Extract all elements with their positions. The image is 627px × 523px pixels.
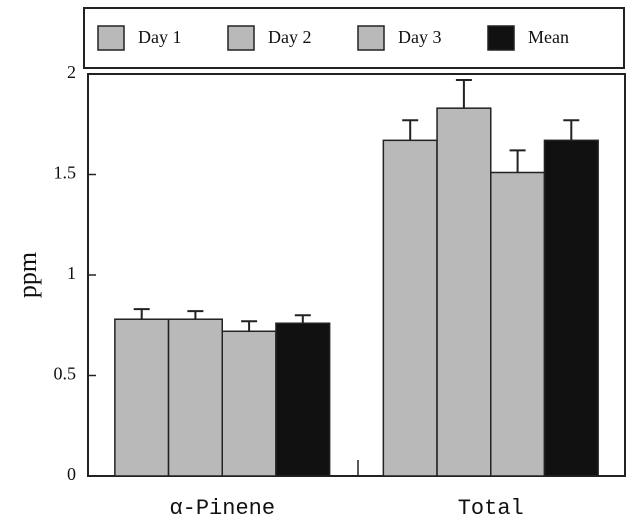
bar bbox=[382, 139, 438, 477]
error-bar bbox=[241, 320, 258, 332]
legend-swatch bbox=[97, 25, 125, 51]
legend-swatch bbox=[227, 25, 255, 51]
legend-swatch bbox=[487, 25, 515, 51]
legend-label: Day 2 bbox=[268, 27, 312, 47]
error-bar bbox=[455, 79, 472, 109]
y-tick-label: 1 bbox=[67, 263, 76, 283]
legend-box bbox=[83, 7, 625, 69]
bar bbox=[543, 139, 599, 477]
error-bar bbox=[133, 308, 150, 320]
error-bar bbox=[294, 314, 311, 324]
legend-label: Mean bbox=[528, 27, 569, 47]
y-tick-label: 0.5 bbox=[54, 364, 77, 384]
error-bar bbox=[187, 310, 204, 320]
x-tick-label: Total bbox=[458, 496, 524, 521]
bar bbox=[167, 318, 224, 477]
y-tick-label: 0 bbox=[67, 464, 76, 484]
legend-label: Day 1 bbox=[138, 27, 182, 47]
bar bbox=[221, 330, 277, 477]
error-bar bbox=[509, 149, 526, 173]
bar bbox=[490, 171, 546, 477]
y-tick-label: 2 bbox=[67, 62, 76, 82]
bar bbox=[275, 322, 331, 477]
bar bbox=[436, 107, 492, 477]
legend-label: Day 3 bbox=[398, 27, 442, 47]
legend-swatch bbox=[357, 25, 385, 51]
error-bar bbox=[402, 119, 419, 141]
bar bbox=[114, 318, 170, 477]
y-axis-label: ppm bbox=[13, 252, 42, 298]
x-tick-label: α-Pinene bbox=[169, 496, 275, 521]
y-tick-label: 1.5 bbox=[54, 163, 77, 183]
error-bar bbox=[563, 119, 580, 141]
